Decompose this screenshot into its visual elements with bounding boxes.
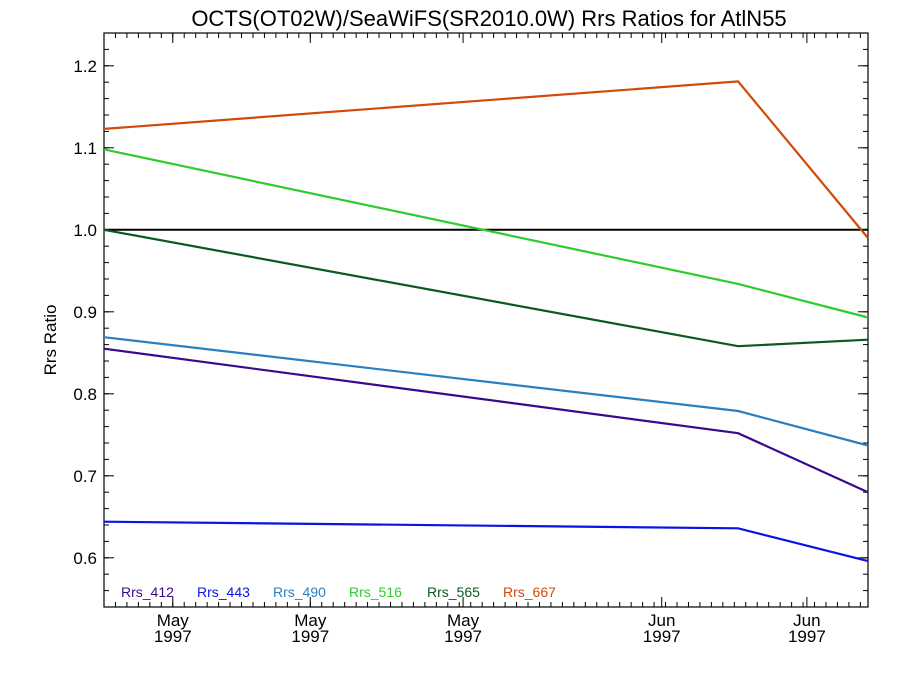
legend-entry-rrs_565: Rrs_565 xyxy=(427,584,480,600)
plot-area: 0.60.70.80.91.01.11.2May1997May1997May19… xyxy=(73,32,869,646)
x-tick-month: May xyxy=(294,611,327,630)
x-tick-year: 1997 xyxy=(291,627,329,646)
legend-entry-rrs_667: Rrs_667 xyxy=(503,584,556,600)
x-tick-year: 1997 xyxy=(788,627,826,646)
x-tick-month: May xyxy=(157,611,190,630)
y-tick-label: 0.8 xyxy=(73,385,97,404)
legend-entry-rrs_490: Rrs_490 xyxy=(273,584,326,600)
series-line-rrs_443 xyxy=(103,520,869,563)
series-line-rrs_412 xyxy=(103,347,869,494)
x-tick-year: 1997 xyxy=(154,627,192,646)
x-tick-month: Jun xyxy=(648,611,675,630)
y-tick-label: 0.9 xyxy=(73,303,97,322)
series-line-rrs_490 xyxy=(103,336,869,447)
x-tick-year: 1997 xyxy=(643,627,681,646)
y-tick-label: 1.0 xyxy=(73,221,97,240)
y-tick-label: 1.2 xyxy=(73,57,97,76)
x-tick-month: Jun xyxy=(793,611,820,630)
series-line-rrs_565 xyxy=(103,228,869,348)
x-tick-year: 1997 xyxy=(444,627,482,646)
plot-frame xyxy=(103,32,869,608)
y-axis-label: Rrs Ratio xyxy=(41,305,60,376)
legend-entry-rrs_516: Rrs_516 xyxy=(349,584,402,600)
chart-title: OCTS(OT02W)/SeaWiFS(SR2010.0W) Rrs Ratio… xyxy=(191,6,786,31)
y-tick-label: 1.1 xyxy=(73,139,97,158)
x-tick-month: May xyxy=(447,611,480,630)
y-tick-label: 0.6 xyxy=(73,549,97,568)
series-line-rrs_516 xyxy=(103,148,869,319)
legend-entry-rrs_412: Rrs_412 xyxy=(121,584,174,600)
series-line-rrs_667 xyxy=(103,80,869,239)
legend-entry-rrs_443: Rrs_443 xyxy=(197,584,250,600)
y-tick-label: 0.7 xyxy=(73,467,97,486)
